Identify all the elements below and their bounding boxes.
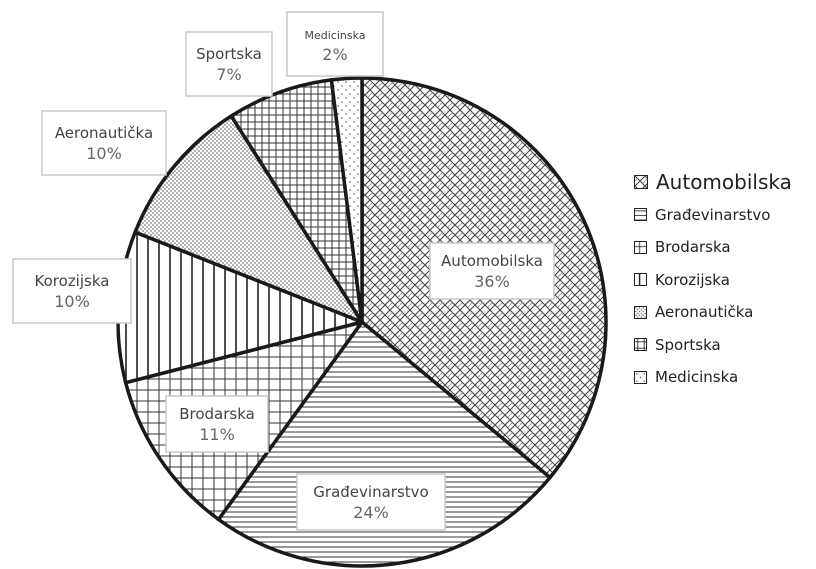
- data-label-category: Građevinarstvo: [313, 483, 428, 501]
- legend-swatch: [634, 370, 647, 384]
- data-label-box: [429, 242, 555, 300]
- legend-label: Brodarska: [655, 238, 731, 257]
- pie-slice-aeronautika: [133, 114, 364, 324]
- data-label-category: Aeronautička: [55, 124, 153, 142]
- legend-item: Medicinska: [634, 361, 792, 394]
- legend-label: Građevinarstvo: [655, 205, 771, 224]
- legend: Automobilska Građevinarstvo Brodarska Koroz…: [634, 166, 792, 394]
- legend-swatch: [634, 240, 647, 254]
- legend-item: Brodarska: [634, 231, 792, 264]
- data-label-percent: 10%: [86, 144, 122, 163]
- data-label-box: [296, 473, 446, 531]
- legend-swatch: [634, 273, 647, 287]
- data-label-category: Medicinska: [304, 29, 365, 42]
- legend-label: Sportska: [655, 335, 721, 354]
- data-label-percent: 10%: [54, 292, 90, 311]
- pie-slice-sportska: [229, 78, 364, 324]
- legend-item: Automobilska: [634, 166, 792, 199]
- data-label-percent: 36%: [474, 272, 510, 291]
- data-label-category: Korozijska: [35, 272, 110, 290]
- legend-item: Građevinarstvo: [634, 199, 792, 232]
- legend-label: Korozijska: [655, 270, 730, 289]
- data-label-category: Sportska: [196, 45, 262, 63]
- legend-item: Sportska: [634, 329, 792, 362]
- data-label-box: [185, 31, 273, 97]
- data-label-box: [286, 11, 384, 77]
- legend-label: Automobilska: [656, 170, 792, 195]
- data-label-box: [165, 395, 269, 453]
- data-label-percent: 2%: [322, 45, 347, 64]
- data-label: Aeronautička 10%: [41, 110, 167, 176]
- data-label-percent: 11%: [199, 425, 235, 444]
- data-label: Korozijska 10%: [12, 258, 132, 324]
- data-label-category: Brodarska: [179, 405, 255, 423]
- data-label: Građevinarstvo 24%: [296, 473, 446, 531]
- pie-slice-medicinska: [329, 76, 364, 324]
- data-label-percent: 24%: [353, 503, 389, 522]
- data-label-box: [12, 258, 132, 324]
- legend-item: Korozijska: [634, 264, 792, 297]
- legend-swatch: [634, 338, 647, 352]
- data-label: Automobilska 36%: [429, 242, 555, 300]
- data-label: Brodarska 11%: [165, 395, 269, 453]
- legend-label: Medicinska: [655, 368, 739, 387]
- data-label-category: Automobilska: [441, 252, 543, 270]
- legend-item: Aeronautička: [634, 296, 792, 329]
- data-label: Medicinska 2%: [286, 11, 384, 77]
- legend-swatch: [634, 208, 647, 222]
- legend-swatch: [634, 175, 648, 190]
- data-label: Sportska 7%: [185, 31, 273, 97]
- legend-label: Aeronautička: [655, 303, 754, 322]
- legend-swatch: [634, 305, 647, 319]
- data-label-percent: 7%: [216, 65, 241, 84]
- data-label-box: [41, 110, 167, 176]
